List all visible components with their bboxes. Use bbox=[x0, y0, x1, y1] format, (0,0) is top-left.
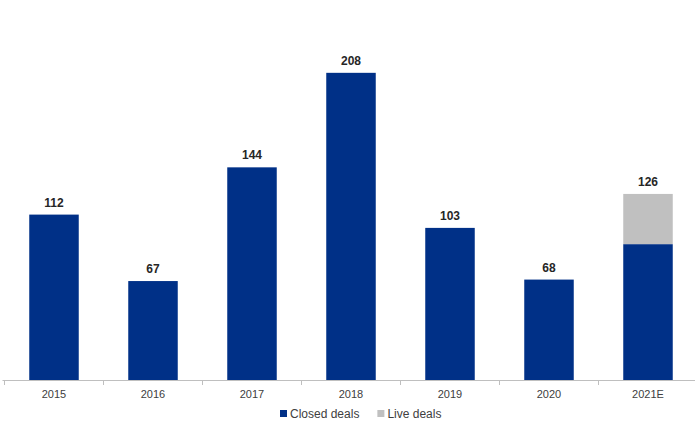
total-label: 208 bbox=[341, 54, 361, 68]
legend-swatch bbox=[280, 410, 287, 417]
legend-swatch bbox=[377, 410, 384, 417]
total-label: 68 bbox=[542, 261, 556, 275]
bar bbox=[425, 228, 475, 380]
legend: Closed deals Live deals bbox=[280, 407, 441, 421]
bar bbox=[524, 280, 574, 380]
legend-label: Live deals bbox=[387, 407, 441, 421]
bar bbox=[227, 167, 277, 380]
category-separator bbox=[103, 380, 104, 385]
category-separator bbox=[499, 380, 500, 385]
x-tick-label: 2015 bbox=[42, 388, 66, 400]
category-separator bbox=[400, 380, 401, 385]
category-separator bbox=[301, 380, 302, 385]
total-label: 112 bbox=[44, 196, 64, 210]
bar bbox=[326, 73, 376, 380]
legend-label: Closed deals bbox=[290, 407, 359, 421]
x-axis-line bbox=[3, 380, 695, 381]
category-separator bbox=[202, 380, 203, 385]
x-tick-label: 2016 bbox=[141, 388, 165, 400]
category-separator bbox=[4, 380, 5, 385]
x-tick-label: 2021E bbox=[632, 388, 664, 400]
category-separator bbox=[598, 380, 599, 385]
total-label: 67 bbox=[146, 262, 160, 276]
bar bbox=[623, 194, 673, 244]
chart: 112 67 144 208 103 68 126 2015 2016 2017 2018 2019 2… bbox=[0, 0, 695, 430]
total-label: 144 bbox=[242, 148, 262, 162]
x-tick-label: 2020 bbox=[537, 388, 561, 400]
x-tick-label: 2017 bbox=[240, 388, 264, 400]
x-tick-label: 2019 bbox=[438, 388, 462, 400]
total-label: 126 bbox=[638, 175, 658, 189]
bar bbox=[29, 215, 79, 380]
bars bbox=[29, 73, 673, 380]
x-tick-label: 2018 bbox=[339, 388, 363, 400]
bar bbox=[128, 281, 178, 380]
bar bbox=[623, 244, 673, 380]
total-label: 103 bbox=[440, 209, 460, 223]
